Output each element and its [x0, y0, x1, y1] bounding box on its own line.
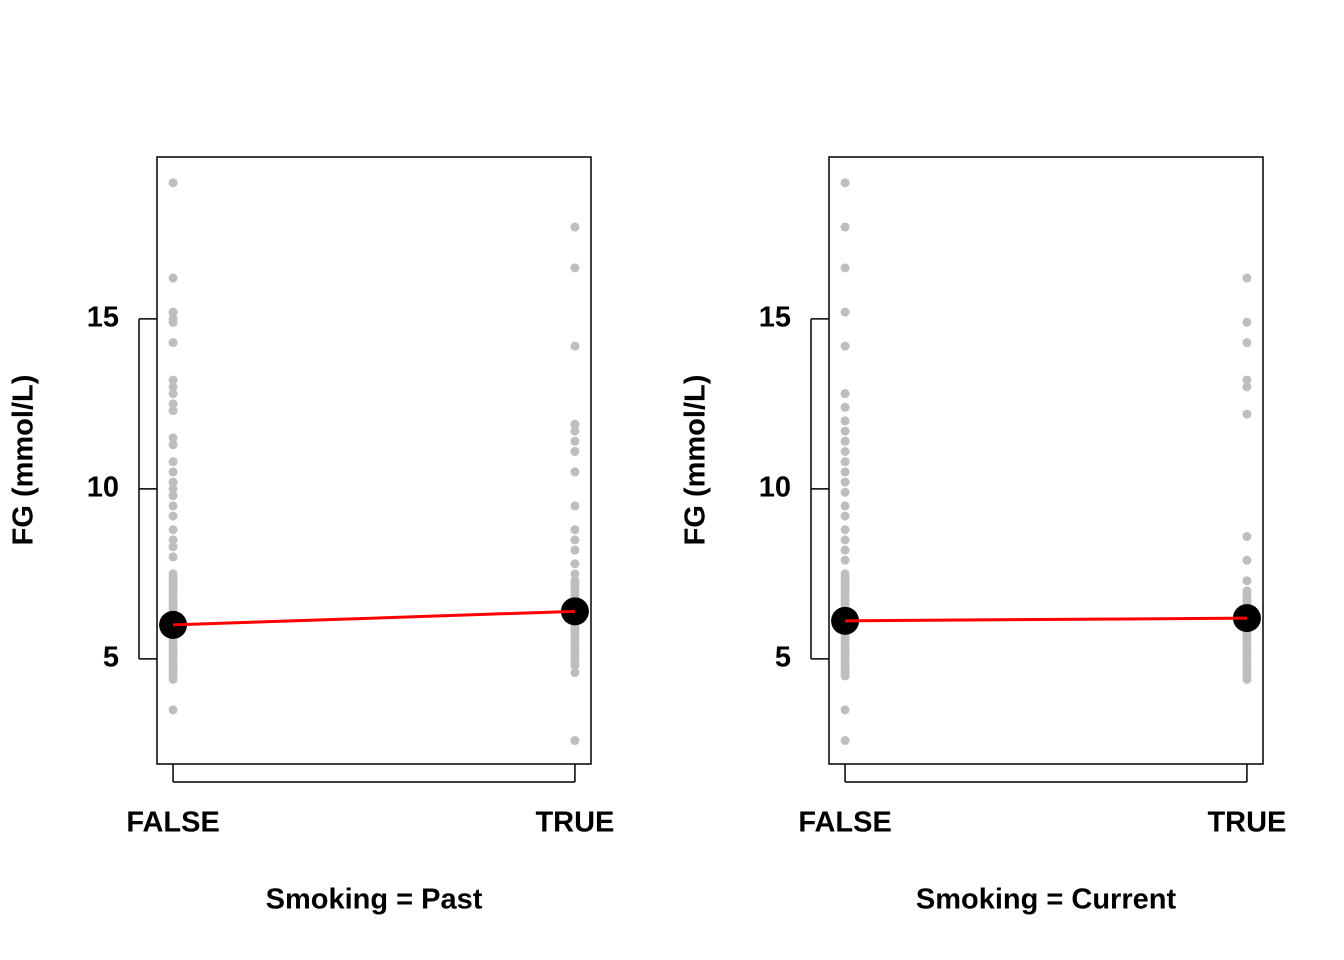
- data-point: [840, 525, 850, 535]
- data-point: [168, 535, 178, 545]
- data-point: [840, 705, 850, 715]
- data-point: [840, 402, 850, 412]
- data-point: [840, 389, 850, 399]
- data-point: [168, 501, 178, 511]
- data-point: [570, 222, 580, 232]
- data-point: [840, 535, 850, 545]
- data-point: [168, 457, 178, 467]
- data-point: [570, 525, 580, 535]
- data-point: [1242, 317, 1252, 327]
- data-point: [1242, 409, 1252, 419]
- data-point: [840, 467, 850, 477]
- data-point: [840, 736, 850, 746]
- data-point: [840, 501, 850, 511]
- data-point: [1242, 532, 1252, 542]
- data-point: [840, 545, 850, 555]
- plot-frame: [828, 156, 1264, 765]
- data-point: [168, 440, 178, 450]
- data-point: [840, 555, 850, 565]
- data-point: [570, 436, 580, 446]
- data-point: [168, 552, 178, 562]
- y-axis-label: FG (mmol/L): [8, 375, 40, 546]
- data-point: [168, 389, 178, 399]
- data-point: [570, 661, 580, 671]
- data-point: [168, 382, 178, 392]
- data-point: [570, 668, 580, 678]
- y-tick-label: 5: [103, 642, 119, 674]
- data-point: [570, 446, 580, 456]
- data-point: [168, 406, 178, 416]
- data-point: [570, 545, 580, 555]
- y-tick-label: 15: [87, 302, 119, 334]
- data-point: [168, 467, 178, 477]
- data-point: [168, 491, 178, 501]
- data-point: [1242, 375, 1252, 385]
- x-tick-label: TRUE: [1207, 807, 1286, 839]
- data-point: [168, 674, 178, 684]
- data-point: [570, 501, 580, 511]
- data-point: [168, 273, 178, 283]
- data-point: [840, 178, 850, 188]
- data-point: [1242, 382, 1252, 392]
- data-point: [840, 341, 850, 351]
- data-point: [168, 433, 178, 443]
- data-point: [168, 375, 178, 385]
- data-point: [168, 511, 178, 521]
- y-tick-label: 15: [759, 302, 791, 334]
- x-tick-label: FALSE: [126, 807, 219, 839]
- data-point: [840, 477, 850, 487]
- data-point: [840, 457, 850, 467]
- y-tick-label: 5: [775, 642, 791, 674]
- y-tick-label: 10: [87, 472, 119, 504]
- data-point: [570, 569, 580, 579]
- mean-line: [845, 616, 1247, 623]
- data-point: [168, 484, 178, 494]
- data-point: [168, 477, 178, 487]
- mean-line: [173, 609, 575, 627]
- data-point: [1242, 576, 1252, 586]
- x-tick-label: FALSE: [798, 807, 891, 839]
- data-point: [840, 446, 850, 456]
- data-point: [840, 222, 850, 232]
- data-point: [840, 416, 850, 426]
- data-point: [168, 178, 178, 188]
- data-point: [168, 338, 178, 348]
- data-point: [570, 426, 580, 436]
- data-point: [168, 307, 178, 317]
- x-tick-label: TRUE: [535, 807, 614, 839]
- data-point: [840, 671, 850, 681]
- plot-frame: [156, 156, 592, 765]
- data-point: [840, 263, 850, 273]
- data-point: [168, 705, 178, 715]
- data-point: [570, 419, 580, 429]
- data-point: [840, 307, 850, 317]
- data-point: [570, 535, 580, 545]
- data-point: [1242, 555, 1252, 565]
- data-point: [840, 436, 850, 446]
- data-point: [168, 525, 178, 535]
- y-axis-label: FG (mmol/L): [680, 375, 712, 546]
- data-point: [168, 399, 178, 409]
- data-point: [1242, 273, 1252, 283]
- data-point: [168, 542, 178, 552]
- data-point: [570, 559, 580, 569]
- data-point: [168, 317, 178, 327]
- data-point: [570, 341, 580, 351]
- data-point: [1242, 338, 1252, 348]
- data-point: [570, 467, 580, 477]
- x-axis-label: Smoking = Past: [266, 884, 483, 916]
- data-point: [570, 263, 580, 273]
- data-point: [570, 736, 580, 746]
- data-point: [840, 426, 850, 436]
- data-point: [840, 487, 850, 497]
- data-point: [840, 511, 850, 521]
- data-point: [1242, 674, 1252, 684]
- y-tick-label: 10: [759, 472, 791, 504]
- x-axis-label: Smoking = Current: [916, 884, 1177, 916]
